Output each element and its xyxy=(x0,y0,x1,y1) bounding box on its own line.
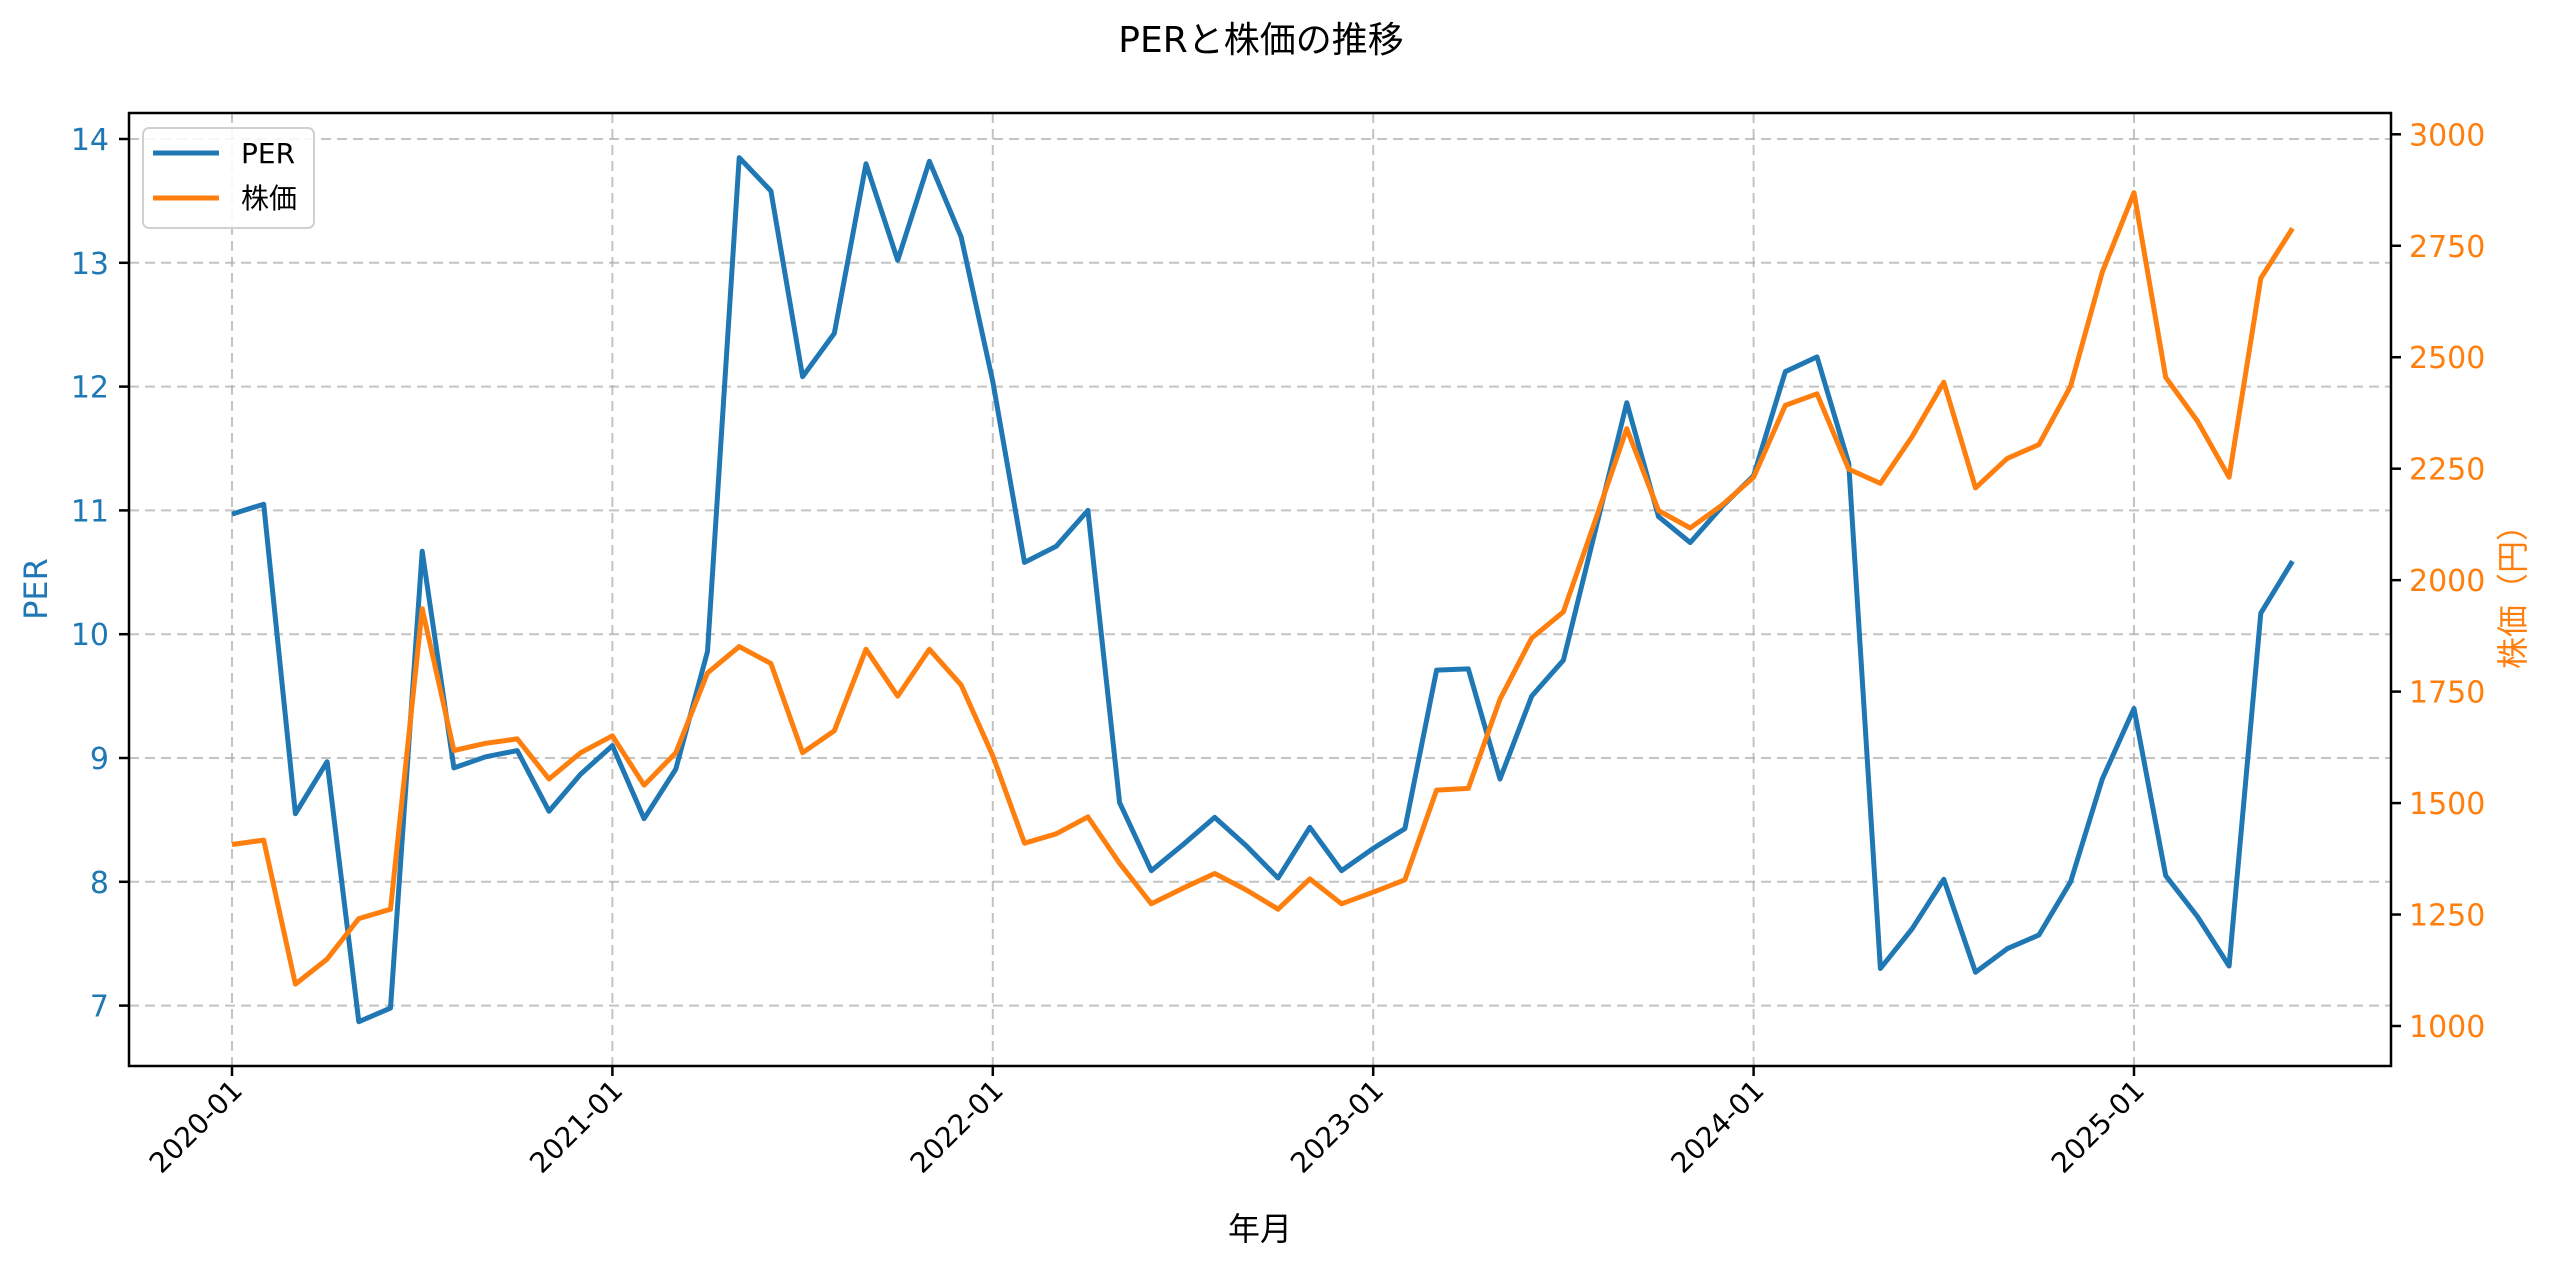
legend: PER 株価 xyxy=(142,127,315,229)
x-axis: 2020-01 2021-01 2022-01 2023-01 2024-01 2025-… xyxy=(143,1066,2151,1180)
right-tick-label: 2750 xyxy=(2409,230,2485,265)
left-tick-label: 7 xyxy=(90,990,109,1025)
left-tick-label: 10 xyxy=(71,618,109,653)
plot-frame xyxy=(127,111,2393,1068)
left-tick-label: 14 xyxy=(71,123,109,158)
x-tick-label: 2021-01 xyxy=(523,1074,629,1180)
x-axis-label: 年月 xyxy=(1228,1210,1292,1248)
right-tick-label: 1500 xyxy=(2409,787,2485,822)
right-y-axis: 1000 1250 1500 1750 2000 2250 2500 2750 3000 xyxy=(2391,118,2485,1045)
legend-label-price: 株価 xyxy=(241,182,297,215)
left-axis-label: PER xyxy=(17,558,55,620)
left-y-axis: 7 8 9 10 11 12 13 14 xyxy=(71,123,129,1025)
x-tick-label: 2025-01 xyxy=(2045,1074,2151,1180)
right-tick-label: 2250 xyxy=(2409,453,2485,488)
plot-lines xyxy=(231,155,2295,1025)
right-tick-label: 3000 xyxy=(2409,118,2485,153)
right-axis-label: 株価（円） xyxy=(2494,509,2532,669)
right-tick-label: 2000 xyxy=(2409,564,2485,599)
right-tick-label: 1000 xyxy=(2409,1010,2485,1045)
chart-title: PERと株価の推移 xyxy=(1118,20,1403,61)
x-tick-label: 2020-01 xyxy=(143,1074,249,1180)
series-line-per xyxy=(231,155,2295,1025)
series-line-price xyxy=(231,190,2295,987)
left-tick-label: 8 xyxy=(90,866,109,901)
left-tick-label: 13 xyxy=(71,247,109,282)
legend-label-per: PER xyxy=(241,137,295,170)
left-tick-label: 11 xyxy=(71,494,109,529)
left-tick-label: 9 xyxy=(90,742,109,777)
grid-lines xyxy=(129,113,2391,1066)
x-tick-label: 2022-01 xyxy=(904,1074,1010,1180)
left-tick-label: 12 xyxy=(71,371,109,406)
right-tick-label: 1750 xyxy=(2409,676,2485,711)
right-tick-label: 2500 xyxy=(2409,341,2485,376)
x-tick-label: 2024-01 xyxy=(1664,1074,1770,1180)
x-tick-label: 2023-01 xyxy=(1284,1074,1390,1180)
right-tick-label: 1250 xyxy=(2409,899,2485,934)
